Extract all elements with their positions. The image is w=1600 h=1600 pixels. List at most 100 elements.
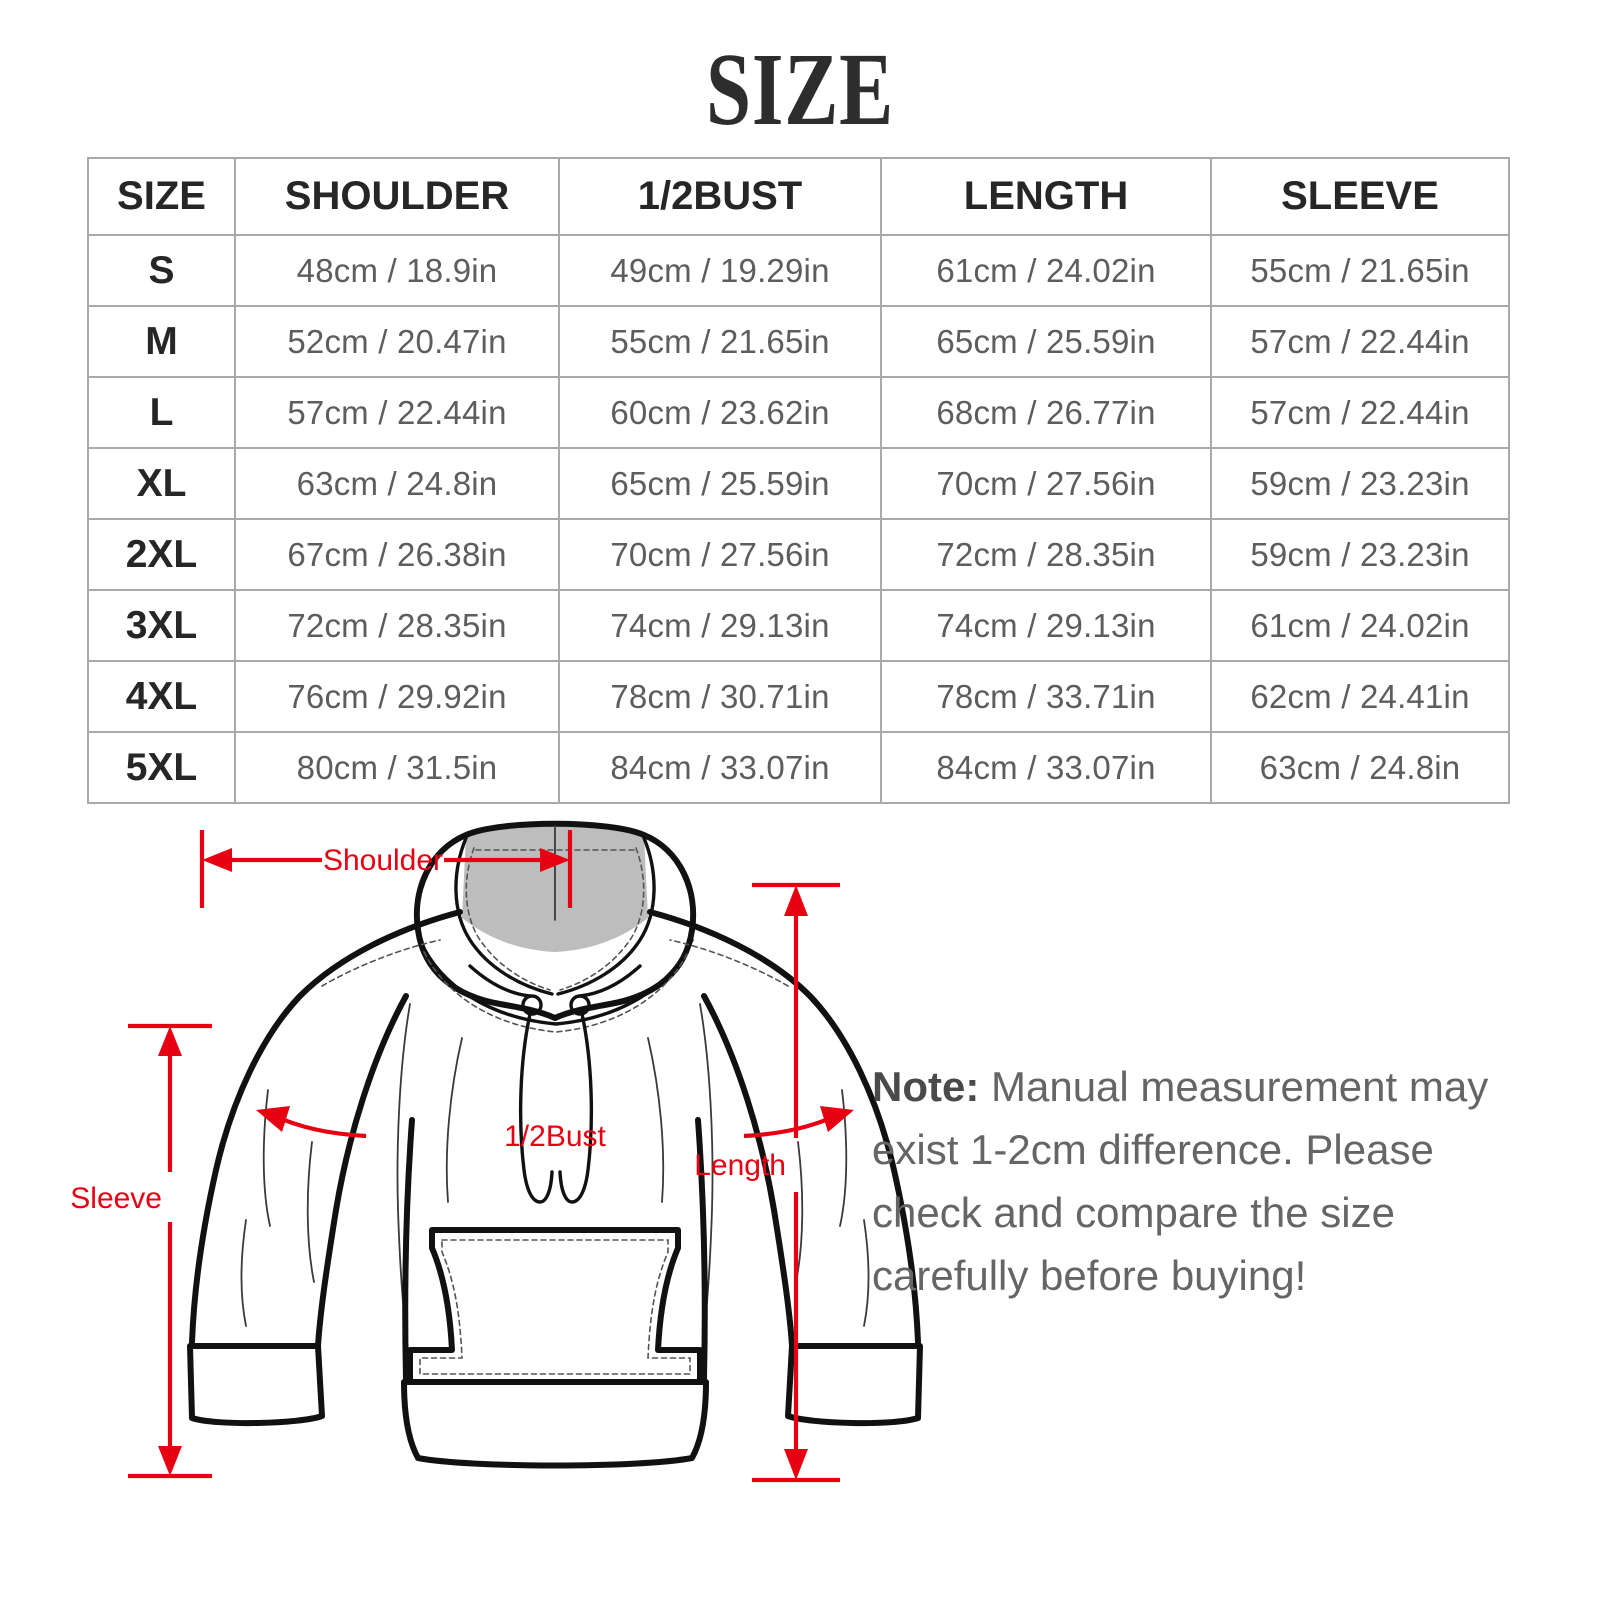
hood-panel-right	[556, 836, 656, 996]
length-measurement: Length	[694, 882, 840, 1483]
cuff-right	[785, 1343, 923, 1427]
cell-shoulder: 67cm / 26.38in	[234, 518, 560, 591]
column-header-bust: 1/2BUST	[558, 157, 882, 236]
cell-bust: 49cm / 19.29in	[558, 234, 882, 307]
hoodie-illustration	[187, 820, 923, 1469]
drawstring-left	[518, 1012, 554, 1204]
collar-inner-fold-left	[468, 964, 532, 998]
drawstring-right	[558, 1012, 594, 1204]
sleeve-wrinkle-right-2	[863, 1219, 870, 1327]
sleeve-measurement: Sleeve	[70, 1023, 212, 1479]
cell-length: 84cm / 33.07in	[880, 731, 1212, 804]
cell-shoulder: 52cm / 20.47in	[234, 305, 560, 378]
length-label: Length	[694, 1149, 786, 1182]
cell-shoulder: 63cm / 24.8in	[234, 447, 560, 520]
cell-sleeve: 63cm / 24.8in	[1210, 731, 1510, 804]
cell-sleeve: 59cm / 23.23in	[1210, 447, 1510, 520]
bust-arrowhead-left	[256, 1106, 290, 1132]
hood-panel-stitch-left	[465, 847, 551, 991]
table-header-row: SIZE SHOULDER 1/2BUST LENGTH SLEEVE	[87, 157, 1510, 236]
pocket-stitch	[419, 1239, 691, 1375]
shoulder-stitch-right	[669, 939, 789, 987]
collar-inner-fold-right	[578, 964, 642, 998]
length-arrowhead-bottom	[784, 1449, 808, 1480]
cell-sleeve: 57cm / 22.44in	[1210, 376, 1510, 449]
hoodie-body-outline-right	[647, 909, 921, 1345]
cuff-outline-left	[187, 1343, 325, 1427]
sleeve-wrinkle-right-3	[795, 1141, 804, 1283]
table-row: 4XL 76cm / 29.92in 78cm / 30.71in 78cm /…	[87, 660, 1510, 733]
cell-length: 74cm / 29.13in	[880, 589, 1212, 662]
hood-panel-left	[454, 836, 554, 996]
cell-size: XL	[87, 447, 236, 520]
sleeve-wrinkle-left-1	[262, 1089, 271, 1227]
column-header-sleeve: SLEEVE	[1210, 157, 1510, 236]
table-row: 2XL 67cm / 26.38in 70cm / 27.56in 72cm /…	[87, 518, 1510, 591]
table-row: S 48cm / 18.9in 49cm / 19.29in 61cm / 24…	[87, 234, 1510, 307]
table-row: L 57cm / 22.44in 60cm / 23.62in 68cm / 2…	[87, 376, 1510, 449]
cell-size: L	[87, 376, 236, 449]
shoulder-label: Shoulder	[323, 844, 443, 877]
hood	[413, 820, 697, 1204]
hood-outline	[413, 820, 697, 1021]
shoulder-measurement: Shoulder	[199, 830, 573, 908]
cell-bust: 74cm / 29.13in	[558, 589, 882, 662]
column-header-size: SIZE	[87, 157, 236, 236]
sleeve-label: Sleeve	[70, 1182, 162, 1215]
cell-length: 78cm / 33.71in	[880, 660, 1212, 733]
hoodie-body-fill	[192, 882, 918, 1450]
shoulder-stitch-left	[321, 939, 441, 987]
sleeve-wrinkle-right-1	[839, 1089, 848, 1227]
cell-sleeve: 61cm / 24.02in	[1210, 589, 1510, 662]
column-header-length: LENGTH	[880, 157, 1212, 236]
cell-bust: 55cm / 21.65in	[558, 305, 882, 378]
shoulder-arrowhead-left	[202, 848, 232, 872]
hoodie-body-outline	[189, 909, 463, 1345]
bust-arrowhead-right	[820, 1106, 854, 1132]
cell-bust: 70cm / 27.56in	[558, 518, 882, 591]
cell-size: 2XL	[87, 518, 236, 591]
measurement-diagram: .ink { fill:none; stroke:#111111; stroke…	[0, 790, 1600, 1550]
hem-ribbing	[401, 1379, 709, 1469]
shoulder-arrowhead-right	[540, 848, 570, 872]
cuff-outline-right	[785, 1343, 923, 1427]
bust-measurement: 1/2Bust	[256, 1106, 854, 1153]
cell-size: 5XL	[87, 731, 236, 804]
sleeve-inner-seam-right	[701, 993, 795, 1349]
collar-fold	[418, 938, 694, 1026]
table-row: 3XL 72cm / 28.35in 74cm / 29.13in 74cm /…	[87, 589, 1510, 662]
cell-shoulder: 76cm / 29.92in	[234, 660, 560, 733]
cell-length: 68cm / 26.77in	[880, 376, 1212, 449]
hood-panel-stitch-right	[559, 847, 645, 991]
cell-size: 4XL	[87, 660, 236, 733]
cell-sleeve: 59cm / 23.23in	[1210, 518, 1510, 591]
drawstring-eyelet-right	[569, 994, 591, 1016]
cell-bust: 84cm / 33.07in	[558, 731, 882, 804]
drawstring-eyelet-left	[521, 994, 543, 1016]
sleeve-wrinkle-left-2	[240, 1219, 247, 1327]
column-header-shoulder: SHOULDER	[234, 157, 560, 236]
body-wrinkle-left	[445, 1037, 463, 1203]
cell-shoulder: 48cm / 18.9in	[234, 234, 560, 307]
table-row: M 52cm / 20.47in 55cm / 21.65in 65cm / 2…	[87, 305, 1510, 378]
cell-shoulder: 80cm / 31.5in	[234, 731, 560, 804]
cell-sleeve: 57cm / 22.44in	[1210, 305, 1510, 378]
sleeve-inner-seam-left	[315, 993, 409, 1349]
collar-stitch	[423, 951, 689, 1033]
cell-bust: 65cm / 25.59in	[558, 447, 882, 520]
cell-length: 61cm / 24.02in	[880, 234, 1212, 307]
cell-length: 70cm / 27.56in	[880, 447, 1212, 520]
cell-length: 65cm / 25.59in	[880, 305, 1212, 378]
page-title: SIZE	[705, 32, 895, 147]
sleeve-arrowhead-bottom	[158, 1446, 182, 1476]
size-chart-table: SIZE SHOULDER 1/2BUST LENGTH SLEEVE S 48…	[87, 157, 1510, 804]
cell-bust: 78cm / 30.71in	[558, 660, 882, 733]
cell-size: 3XL	[87, 589, 236, 662]
body-side-seam-right	[695, 1117, 708, 1381]
sleeve-arrowhead-top	[158, 1026, 182, 1056]
note-label: Note:	[872, 1063, 980, 1110]
cell-shoulder: 72cm / 28.35in	[234, 589, 560, 662]
cell-sleeve: 55cm / 21.65in	[1210, 234, 1510, 307]
table-row: 5XL 80cm / 31.5in 84cm / 33.07in 84cm / …	[87, 731, 1510, 804]
body-wrinkle-right	[647, 1037, 665, 1203]
